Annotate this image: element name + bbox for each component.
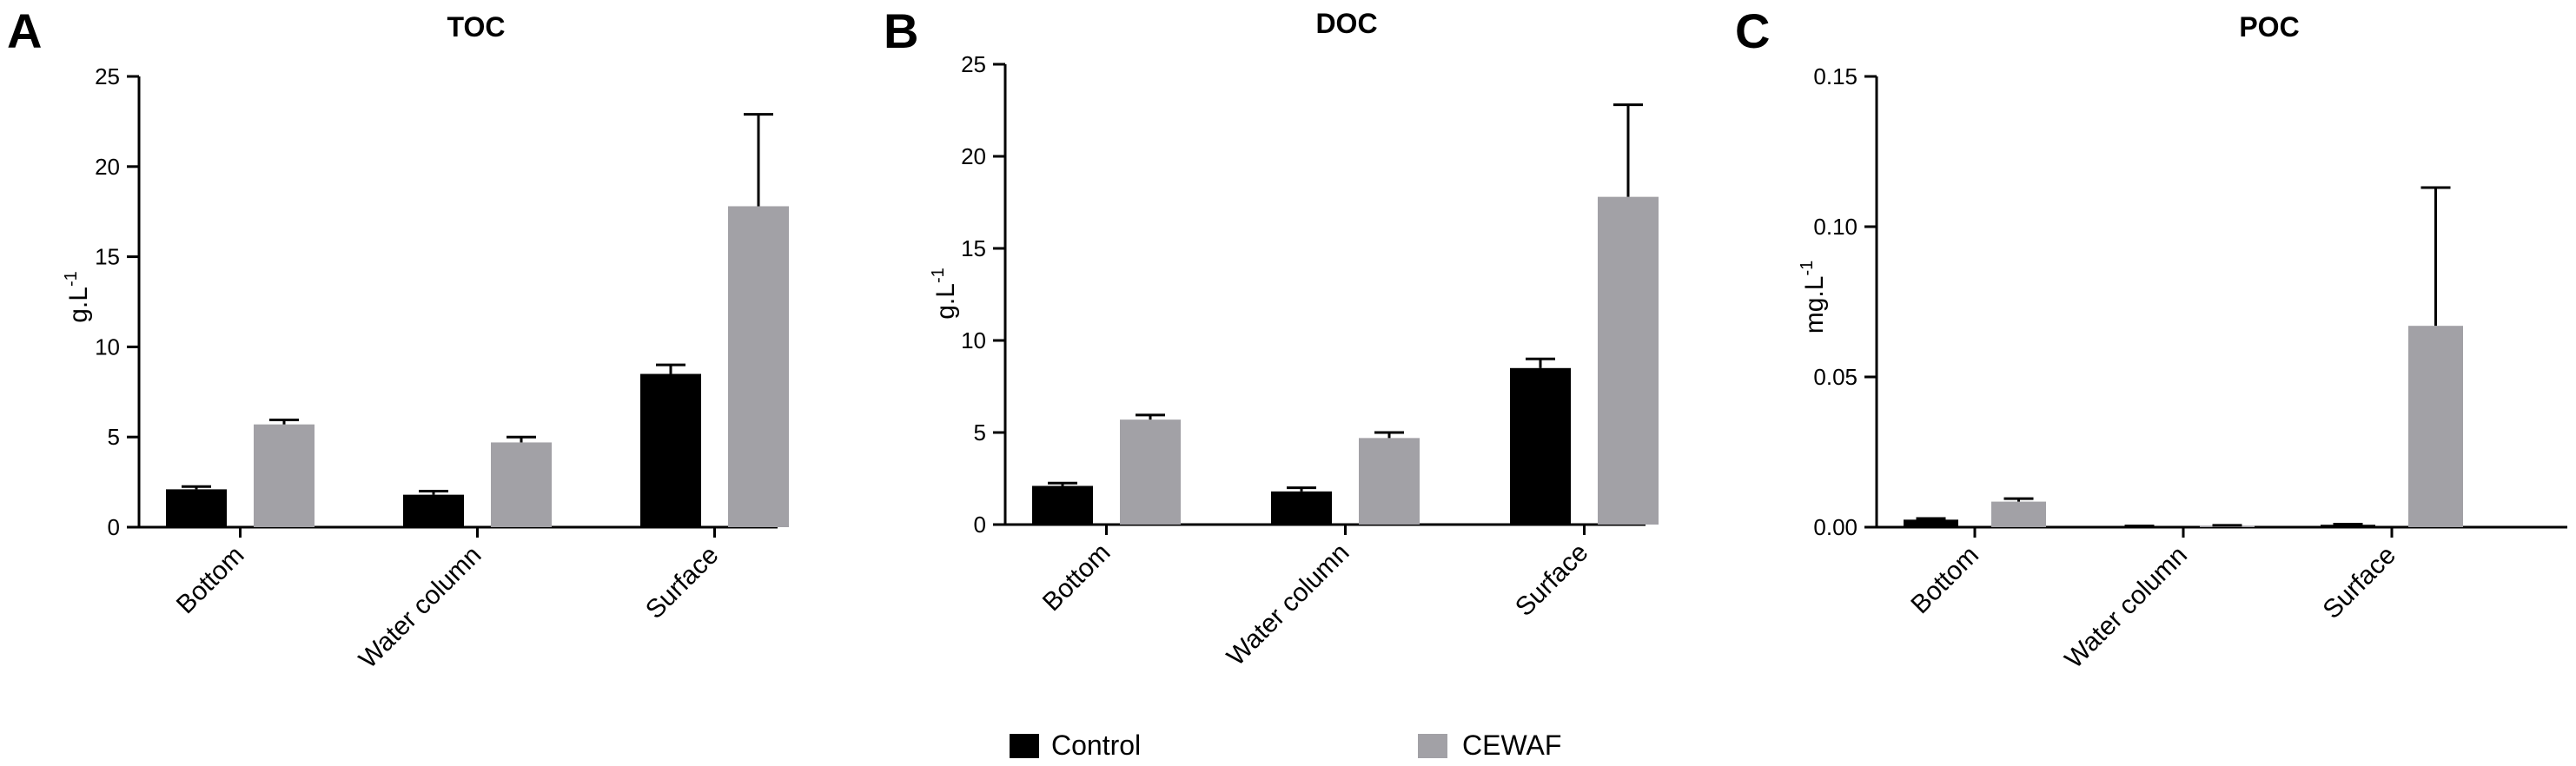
y-tick-label: 0.05 [1813,364,1858,390]
category-label: Water column [1222,538,1354,671]
category-label: Bottom [1037,538,1116,617]
y-axis-title-superscript: -1 [1798,261,1817,276]
y-axis-title-superscript: -1 [929,267,948,283]
bar-control-bottom [166,489,227,527]
chart-title: TOC [447,11,506,43]
bar-cewaf-water-column [1359,438,1420,525]
legend-swatch-cewaf [1418,734,1447,758]
y-tick-label: 25 [961,51,986,77]
chart-panel-a: A TOC g.L-1 0 5 10 15 20 25 Bottom Water column Sur… [7,3,789,674]
category-label: Bottom [1905,541,1984,620]
y-axis-title: g.L-1 [929,267,960,320]
y-axis-title: mg.L-1 [1798,261,1829,334]
legend-label-control: Control [1051,730,1141,761]
chart-panel-b: B DOC g.L-1 0 5 10 15 20 25 Bottom Water column Sur… [884,3,1659,671]
legend-label-cewaf: CEWAF [1462,730,1561,761]
category-label: Water column [2060,541,2193,674]
y-tick-label: 25 [95,63,120,89]
y-axis-title-superscript: -1 [62,271,81,287]
y-tick-label: 0.15 [1813,63,1858,89]
panel-letter: A [7,3,42,58]
bar-control-surface [2321,525,2375,527]
bar-cewaf-water-column [491,442,552,527]
y-axis-title-main: mg.L [1800,276,1829,334]
y-tick-label: 10 [961,327,986,353]
bar-control-water-column [1271,491,1332,525]
legend: Control CEWAF [1010,730,1561,761]
y-tick-label: 0.10 [1813,214,1858,240]
bar-cewaf-bottom [1120,419,1181,525]
bar-control-bottom [1032,485,1093,525]
bar-cewaf-surface [1598,196,1659,525]
category-label: Water column [354,541,487,674]
legend-swatch-control [1010,734,1039,758]
chart-panel-c: C POC mg.L-1 0.00 0.05 0.10 0.15 Bottom Water co… [1735,3,2567,674]
panel-letter: B [884,3,918,58]
category-label: Surface [640,541,724,624]
bar-control-bottom [1904,519,1958,527]
y-tick-label: 15 [961,235,986,261]
category-label: Surface [1510,538,1593,622]
chart-title: POC [2239,11,2299,43]
y-axis-title-main: g.L [931,283,960,320]
bar-cewaf-surface [2408,326,2463,527]
bar-control-surface [640,373,701,527]
chart-title: DOC [1315,8,1377,39]
y-tick-label: 20 [95,154,120,180]
category-label: Bottom [171,541,250,620]
y-tick-label: 0.00 [1813,514,1858,540]
y-axis-title: g.L-1 [62,271,93,323]
category-label: Surface [2318,541,2401,624]
bar-cewaf-surface [728,206,789,528]
y-tick-label: 15 [95,244,120,270]
y-tick-label: 5 [974,419,986,446]
panel-letter: C [1735,3,1770,58]
y-tick-label: 10 [95,333,120,360]
y-tick-label: 0 [108,514,120,540]
y-axis-title-main: g.L [64,287,93,323]
y-tick-label: 5 [108,424,120,450]
bar-cewaf-bottom [1991,501,2046,527]
y-tick-label: 20 [961,143,986,169]
bar-control-surface [1510,367,1571,525]
y-tick-label: 0 [974,512,986,538]
bar-cewaf-bottom [254,424,315,527]
bar-control-water-column [403,494,464,527]
